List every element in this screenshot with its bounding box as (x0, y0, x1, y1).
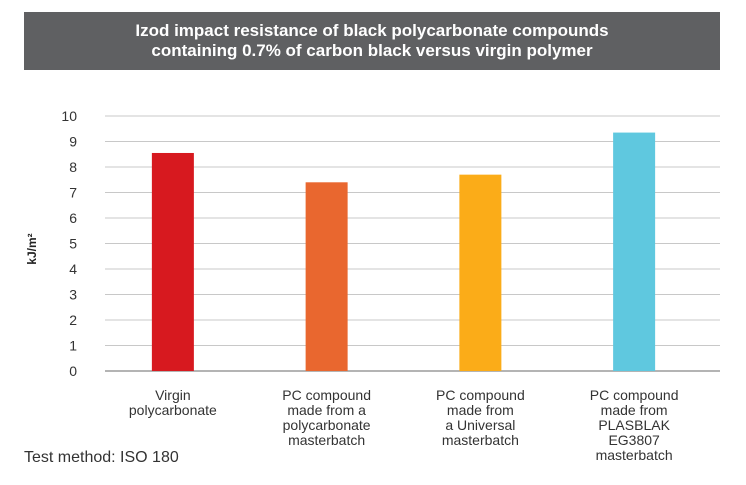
y-tick-label: 9 (69, 134, 77, 150)
x-category-label-line: Virgin (155, 387, 191, 403)
bar-2 (305, 182, 348, 371)
y-tick-label: 4 (69, 261, 77, 277)
x-category-label-line: PC compound (436, 387, 525, 403)
x-category-label-line: made from (446, 402, 514, 418)
x-category-label-line: masterbatch (288, 432, 366, 448)
bar-4 (613, 132, 656, 371)
y-tick-label: 7 (69, 185, 77, 201)
y-tick-label: 3 (69, 287, 77, 303)
x-category-label-line: a Universal (445, 417, 516, 433)
chart-title-line-2: containing 0.7% of carbon black versus v… (151, 41, 593, 60)
x-category-label-line: masterbatch (441, 432, 519, 448)
x-category-label-line: PC compound (282, 387, 371, 403)
x-category-label: Virgin polycarbonate (103, 388, 243, 418)
y-tick-label: 6 (69, 210, 77, 226)
y-tick-label: 8 (69, 159, 77, 175)
test-method-note: Test method: ISO 180 (24, 449, 179, 466)
y-tick-label: 0 (69, 363, 77, 379)
x-category-label-line: PLASBLAK (598, 417, 670, 433)
x-category-label-line: PC compound (589, 387, 679, 403)
bar-3 (459, 174, 502, 371)
x-category-label-line: masterbatch (595, 447, 673, 463)
x-category-label-line: made from a (287, 402, 366, 418)
x-category-label: PC compound made from PLASBLAK EG3807 master… (564, 388, 704, 463)
x-category-label: PC compound made from a Universal masterbat… (410, 388, 550, 448)
x-category-label-line: made from (600, 402, 668, 418)
y-tick-label: 10 (61, 108, 77, 124)
x-category-label-line: polycarbonate (282, 417, 371, 433)
x-category-label-line: polycarbonate (128, 402, 217, 418)
x-category-label-line: EG3807 (608, 432, 660, 448)
chart-title-banner: Izod impact resistance of black polycarb… (24, 12, 720, 70)
bar-1 (151, 152, 194, 371)
chart-title-line-1: Izod impact resistance of black polycarb… (135, 21, 609, 40)
y-tick-label: 1 (69, 338, 77, 354)
y-tick-label: 2 (69, 312, 77, 328)
y-tick-label: 5 (69, 236, 77, 252)
x-category-label: PC compound made from a polycarbonate maste… (257, 388, 397, 448)
